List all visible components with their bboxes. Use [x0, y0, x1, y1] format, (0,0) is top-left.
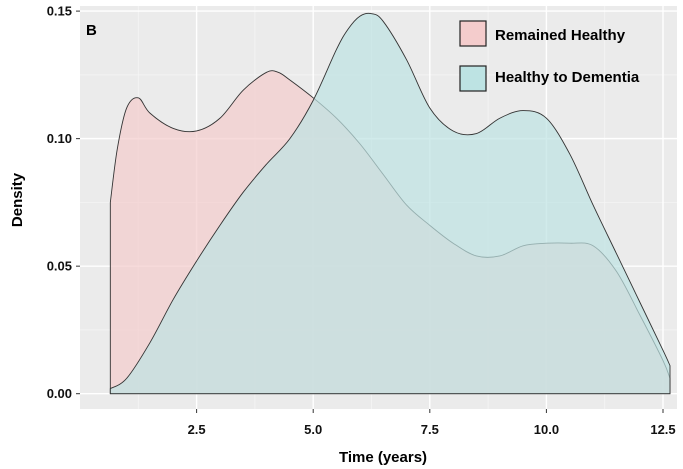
- legend-label-healthy-to-dementia: Healthy to Dementia: [495, 69, 640, 86]
- x-tick-label: 5.0: [304, 422, 322, 437]
- x-axis-ticks: 2.5 5.0 7.5 10.0 12.5: [188, 409, 676, 437]
- y-tick-label: 0.15: [47, 4, 72, 19]
- density-area-healthy-to-dementia: [109, 12, 671, 395]
- x-tick-label: 12.5: [650, 422, 675, 437]
- panel-label: B: [86, 22, 97, 39]
- y-axis-ticks: 0.00 0.05 0.10 0.15: [47, 4, 80, 401]
- density-areas: [109, 12, 671, 395]
- y-tick-label: 0.05: [47, 259, 72, 274]
- legend-label-remained-healthy: Remained Healthy: [495, 27, 626, 44]
- x-tick-label: 2.5: [188, 422, 206, 437]
- legend-swatch-remained-healthy: [459, 20, 487, 47]
- y-axis-title: Density: [9, 172, 26, 227]
- legend-swatch-healthy-to-dementia: [459, 65, 487, 92]
- x-tick-label: 10.0: [534, 422, 559, 437]
- y-tick-label: 0.10: [47, 131, 72, 146]
- x-tick-label: 7.5: [421, 422, 439, 437]
- x-axis-title: Time (years): [339, 449, 427, 466]
- y-tick-label: 0.00: [47, 386, 72, 401]
- legend: Remained Healthy Healthy to Dementia: [459, 20, 640, 92]
